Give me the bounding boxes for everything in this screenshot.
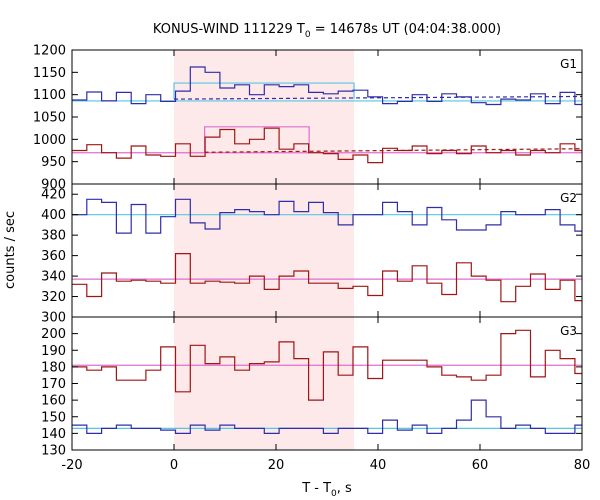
x-axis-label: T - T0, s <box>301 481 352 499</box>
series-high-g2 <box>72 198 582 234</box>
x-axis-label-main: T - T <box>301 481 331 496</box>
text-layer: 950 1000 1050 1100 1150 1200 900 G1 320 340 360 380… <box>3 22 590 499</box>
series-layer <box>72 66 583 434</box>
x-tick-label: -20 <box>61 458 82 473</box>
y-tick-label: 150 <box>41 410 66 425</box>
x-tick-label: 20 <box>268 458 285 473</box>
series-high-g1 <box>72 66 582 106</box>
shaded-interval-layer <box>174 50 355 450</box>
y-tick-label: 1000 <box>33 133 66 148</box>
x-tick-label: 0 <box>170 458 178 473</box>
panel-g3 <box>72 329 582 434</box>
y-tick-label-bottom: 300 <box>41 311 66 326</box>
shaded-interval <box>174 50 355 450</box>
y-tick-label: 400 <box>41 208 66 223</box>
y-tick-label: 1100 <box>33 88 66 103</box>
x-axis-label-rest: , s <box>337 481 352 496</box>
series-low-g3 <box>72 329 582 401</box>
y-tick-label: 190 <box>41 344 66 359</box>
x-tick-label: 60 <box>472 458 489 473</box>
y-tick-label: 1050 <box>33 111 66 126</box>
y-tick-label: 380 <box>41 229 66 244</box>
y-tick-label: 360 <box>41 249 66 264</box>
y-tick-label-bottom: 130 <box>41 444 66 459</box>
y-tick-label: 140 <box>41 427 66 442</box>
series-low-g2 <box>72 253 582 303</box>
x-axis-label-subscript: 0 <box>331 489 337 499</box>
x-tick-label: 40 <box>370 458 387 473</box>
y-tick-label: 1150 <box>33 66 66 81</box>
chart-title-subscript: 0 <box>305 30 311 40</box>
chart-title-rest: = 14678s UT (04:04:38.000) <box>311 22 501 37</box>
dashed-level-high <box>173 95 583 100</box>
panel-label-g1: G1 <box>560 57 577 71</box>
y-tick-label: 320 <box>41 290 66 305</box>
chart-title-main: KONUS-WIND 111229 T <box>153 22 305 37</box>
y-tick-label: 160 <box>41 394 66 409</box>
y-tick-label: 170 <box>41 377 66 392</box>
chart-title: KONUS-WIND 111229 T0 = 14678s UT (04:04:… <box>153 22 501 40</box>
series-high-g3 <box>72 399 582 434</box>
panel-g2 <box>72 198 582 303</box>
panel-label-g3: G3 <box>560 324 577 338</box>
panel-label-g2: G2 <box>560 191 577 205</box>
y-tick-label: 200 <box>41 327 66 342</box>
y-tick-label: 950 <box>41 155 66 170</box>
frame-layer <box>71 49 583 451</box>
y-tick-label: 1200 <box>33 44 66 59</box>
y-tick-label: 340 <box>41 270 66 285</box>
y-tick-label: 180 <box>41 360 66 375</box>
series-low-g1 <box>72 127 582 164</box>
panel-g1 <box>72 66 583 164</box>
y-axis-label: counts / sec <box>3 211 18 289</box>
y-tick-label: 420 <box>41 188 66 203</box>
interval-box-high <box>173 82 355 100</box>
x-tick-label: 80 <box>574 458 591 473</box>
y-tick-label-bottom: 900 <box>41 178 66 193</box>
